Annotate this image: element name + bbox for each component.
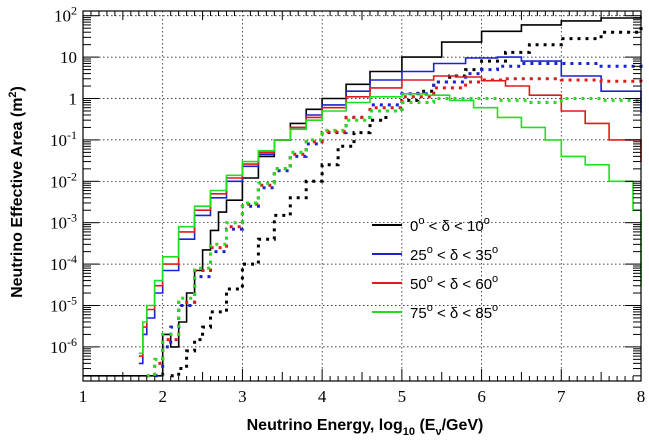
y-axis-title: Neutrino Effective Area (m2): [7, 86, 26, 298]
x-tick-label: 1: [79, 387, 88, 406]
legend-label-1: 25o < δ < 35o: [410, 244, 498, 264]
x-axis-title-sub1: 10: [403, 426, 415, 438]
series-lines: [83, 16, 643, 378]
series-line-dotted-0: [170, 26, 643, 378]
tick-labels: 1 2 3 4 5 6 7 8 102 10 1 10-1 10-2 10-3 10-4 10-5 10-6: [50, 4, 645, 406]
y-tick-label: 10-5: [50, 293, 77, 315]
gridlines: [82, 11, 642, 381]
legend-label-3: 75o < δ < 85o: [410, 302, 498, 322]
series-line-dotted-2: [146, 77, 643, 378]
y-tick-label: 10-2: [50, 169, 77, 191]
y-tick-label: 102: [54, 4, 77, 26]
x-axis-title-sub2: ν: [435, 426, 441, 438]
y-tick-label: 10-3: [50, 211, 77, 233]
x-tick-label: 4: [318, 387, 327, 406]
x-tick-label: 8: [637, 387, 646, 406]
y-tick-label: 10-6: [50, 335, 77, 357]
series-line-dotted-3: [146, 97, 643, 378]
x-tick-label: 2: [158, 387, 167, 406]
y-tick-label: 1: [69, 90, 78, 109]
y-tick-label: 10: [60, 48, 77, 67]
y-tick-label: 10-4: [50, 252, 77, 274]
x-tick-label: 7: [557, 387, 566, 406]
legend-label-0: 0o < δ < 10o: [410, 215, 490, 235]
y-tick-label: 10-1: [50, 128, 77, 150]
axes: [82, 10, 642, 382]
series-line-solid-0: [83, 16, 642, 377]
legend-label-2: 50o < δ < 60o: [410, 273, 498, 293]
x-tick-label: 3: [238, 387, 247, 406]
x-axis-title: Neutrino Energy, log10 (Eν/GeV): [247, 417, 484, 438]
x-tick-label: 6: [477, 387, 486, 406]
series-line-solid-3: [138, 93, 642, 355]
series-line-dotted-1: [154, 62, 643, 378]
series-line-solid-2: [138, 75, 642, 357]
series-line-solid-1: [138, 56, 642, 365]
x-tick-label: 5: [398, 387, 407, 406]
legend: 0o < δ < 10o 25o < δ < 35o 50o < δ < 60o 75…: [372, 215, 498, 322]
plot-frame: [82, 10, 642, 382]
